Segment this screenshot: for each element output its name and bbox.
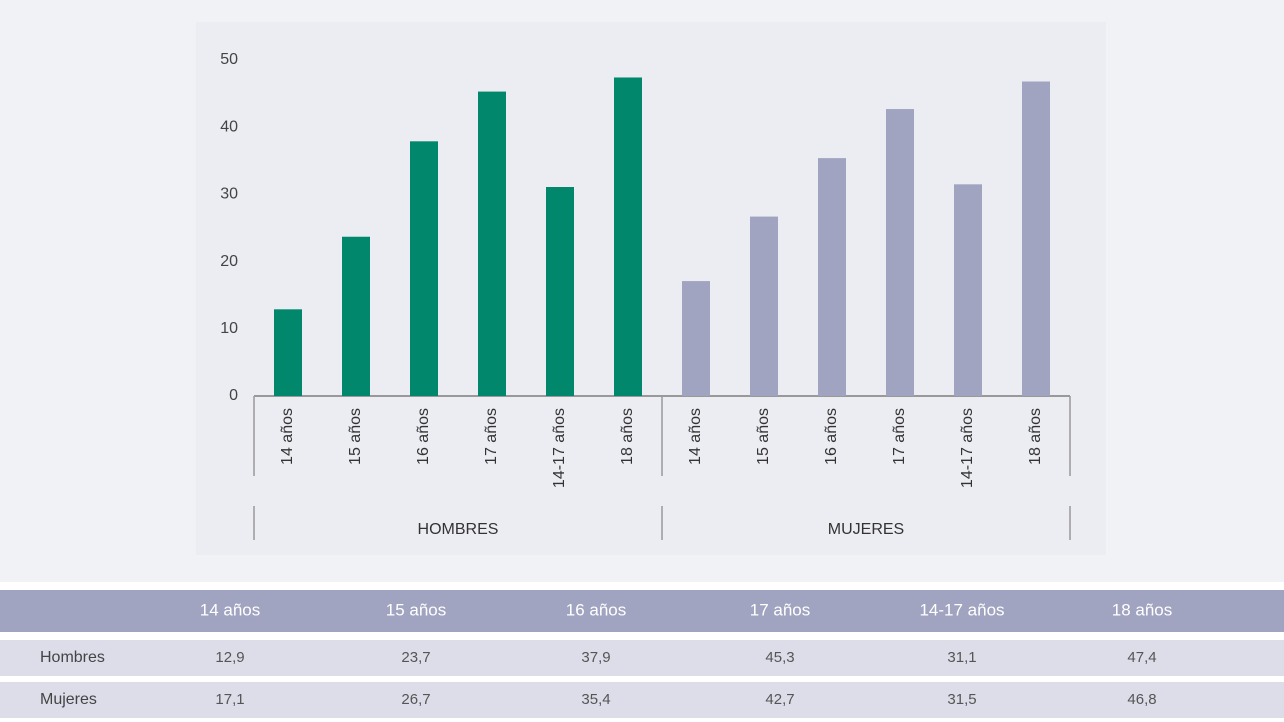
table-header-cell: 14-17 años (919, 600, 1004, 619)
bar (342, 236, 370, 396)
y-tick-label: 40 (220, 118, 238, 135)
bar (274, 309, 302, 396)
table-row (0, 640, 1284, 676)
table-cell: 42,7 (765, 691, 794, 708)
x-tick-label: 17 años (483, 408, 500, 465)
table-row-label: Hombres (40, 649, 105, 666)
bar (1022, 81, 1050, 396)
x-tick-label: 18 años (1027, 408, 1044, 465)
table-cell: 26,7 (401, 691, 430, 708)
y-tick-label: 10 (220, 320, 238, 337)
y-tick-label: 20 (220, 253, 238, 270)
bar (818, 158, 846, 396)
table-cell: 45,3 (765, 649, 794, 666)
table-header-cell: 17 años (750, 600, 811, 619)
group-label: MUJERES (828, 521, 904, 538)
group-label: HOMBRES (418, 521, 499, 538)
x-tick-label: 14-17 años (551, 408, 568, 488)
table-cell: 23,7 (401, 649, 430, 666)
y-tick-label: 50 (220, 51, 238, 68)
x-tick-label: 14 años (687, 408, 704, 465)
table-header (0, 590, 1284, 632)
bar (546, 187, 574, 396)
bar (478, 91, 506, 397)
bar (954, 184, 982, 396)
table-cell: 12,9 (215, 649, 244, 666)
x-tick-label: 17 años (891, 408, 908, 465)
table-header-cell: 14 años (200, 600, 261, 619)
bar (410, 141, 438, 396)
y-tick-label: 0 (229, 387, 238, 404)
bar (682, 281, 710, 396)
bar (750, 216, 778, 396)
x-tick-label: 15 años (755, 408, 772, 465)
table-header-cell: 18 años (1112, 600, 1173, 619)
x-tick-label: 16 años (823, 408, 840, 465)
table-cell: 31,1 (947, 649, 976, 666)
table-header-cell: 15 años (386, 600, 447, 619)
table-cell: 35,4 (581, 691, 610, 708)
bar (886, 109, 914, 396)
bar (614, 77, 642, 397)
table-cell: 31,5 (947, 691, 976, 708)
table-cell: 37,9 (581, 649, 610, 666)
x-tick-label: 15 años (347, 408, 364, 465)
x-tick-label: 14 años (279, 408, 296, 465)
table-cell: 46,8 (1127, 691, 1156, 708)
table-cell: 17,1 (215, 691, 244, 708)
table-row-label: Mujeres (40, 691, 97, 708)
x-tick-label: 14-17 años (959, 408, 976, 488)
x-tick-label: 18 años (619, 408, 636, 465)
table-cell: 47,4 (1127, 649, 1156, 666)
table-header-cell: 16 años (566, 600, 627, 619)
x-tick-label: 16 años (415, 408, 432, 465)
y-tick-label: 30 (220, 186, 238, 203)
table-row (0, 682, 1284, 718)
